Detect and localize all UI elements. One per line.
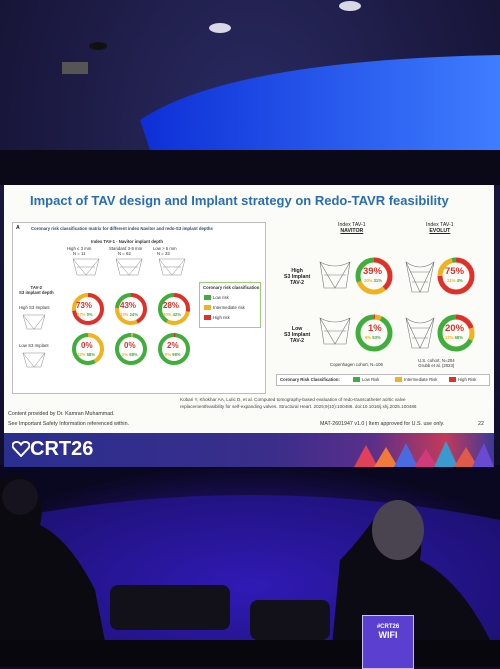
legend-item-high: High risk [204,315,230,321]
brand-logo: CRT26 [30,438,94,460]
matrix-donut-1-2-segment [158,333,190,365]
row-header-low: Low S3 Implant [19,343,49,348]
panel-a-letter: A [16,225,20,231]
matrix-donut-0-1-segment [115,293,147,325]
us-cohort: U.S. cohort, N=204 Grubb et al. (2023) [418,358,455,368]
panel-a: A Coronary risk classification matrix fo… [12,222,266,394]
right-donut-3-segment [437,314,475,352]
row-label-low: Low S3 Implant TAV-2 [284,326,311,344]
projected-slide: Impact of TAV design and Implant strateg… [4,185,494,467]
ceiling-light [339,1,361,11]
safety-note: See Important Safety Information referen… [8,421,130,427]
right-legend-intermediate: Intermediate Risk [395,377,437,383]
right-donut-0-segment [355,257,393,295]
evolut-high-main: 75% [445,266,465,277]
right-risk-donuts [355,257,475,352]
risk-legend: Coronary risk classification Low risk In… [199,282,261,328]
col-header-standard: Standard 3-5 mm N = 62 [109,246,143,256]
ceiling-light [89,42,107,50]
seat-row [110,585,230,630]
right-legend: Coronary Risk Classification: Low Risk I… [276,374,490,386]
evolut-valve-icon [405,317,435,349]
right-legend-high: High Risk [449,377,476,383]
matrix-donut-0-2-segment [158,293,190,325]
matrix-cell-0-2-sub: 30% 42% [163,312,181,317]
valve-frame-icons [22,258,186,368]
evolut-valve-icon [405,261,435,293]
row-group-label: TAV-2 S3 implant depth [19,285,54,295]
matrix-cell-0-1-sub: 33% 24% [120,312,138,317]
matrix-cell-1-1-main: 0% [124,341,136,350]
brand-banner: CRT26 [4,433,494,467]
col-header-high: High ≤ 3 mm N = 11 [67,246,92,256]
evolut-low-sub: 12% 68% [445,335,463,340]
matrix-cell-0-0-sub: 27% 0% [77,312,93,317]
navitor-valve-icon [319,261,351,289]
right-donut-1-segment [437,257,475,295]
evolut-high-sub: 21% 4% [447,278,463,283]
risk-legend-title: Coronary risk classification [203,285,260,290]
legend-item-low: Low risk [204,295,229,301]
matrix-cell-1-0-main: 0% [81,341,93,350]
copenhagen-cohort: Copenhagen cohort, N=106 [330,362,383,367]
seat-row [250,600,330,640]
navitor-high-sub: 30% 31% [364,278,382,283]
navitor-col-title: Index TAV-1 NAVITOR [338,222,366,234]
matrix-donut-0-1-segment [115,293,147,325]
heart-logo-icon [12,441,30,457]
matrix-donut-0-2-segment [158,293,190,325]
right-donut-2-segment [355,314,393,352]
ceiling-vent [62,62,88,74]
row-header-high: High S3 Implant [19,305,50,310]
matrix-cell-1-0-sub: 42% 58% [77,352,95,357]
risk-matrix-donuts [72,293,190,365]
panel-b: Index TAV-1 NAVITOR Index TAV-1 EVOLUT H… [268,222,490,402]
wifi-sign-line2: WIFI [378,630,398,640]
mat-code: MAT-2601947 v1.0 | Item approved for U.S… [320,421,445,427]
row-label-high: High S3 Implant TAV-2 [284,268,311,286]
citation-line-2: replacementfeasibility for self-expandin… [180,404,417,409]
matrix-donut-1-0-segment [72,333,104,365]
ceiling-light [209,23,231,33]
valve-icon [22,314,46,330]
navitor-valve-icon [319,317,351,345]
valve-icon [115,258,143,276]
matrix-cell-1-1-sub: 2% 98% [122,352,138,357]
panel-a-title: Coronary risk classification matrix for … [31,226,213,231]
right-donut-0-segment [355,257,393,295]
valve-icon [158,258,186,276]
citation-line-1: Kobari Y, Khokhar AA, Lulic D, et al. Co… [180,397,406,402]
navitor-low-main: 1% [368,323,382,334]
navitor-high-main: 39% [363,266,383,277]
col-group-label: Index TAV-1 - Navitor implant depth [91,239,163,244]
slide-title: Impact of TAV design and Implant strateg… [30,193,449,208]
right-donut-3-segment [437,314,475,352]
right-legend-low: Low Risk [353,377,379,383]
evolut-col-title: Index TAV-1 EVOLUT [426,222,454,234]
matrix-donut-1-1-segment [115,333,147,365]
evolut-low-main: 20% [445,323,465,334]
navitor-low-sub: 6% 93% [365,335,381,340]
wifi-sign-line1: #CRT26 [376,624,400,630]
matrix-donut-0-0-segment [72,293,104,325]
page-number: 22 [478,421,484,427]
matrix-cell-0-0-main: 73% [76,301,93,310]
wifi-sign: #CRT26 WIFI [362,615,414,669]
triangle-pattern [354,441,494,467]
valve-icon [22,352,46,368]
matrix-cell-1-2-main: 2% [167,341,179,350]
valve-frame-icons-right [319,261,435,349]
col-header-low: Low > 5 mm N = 33 [153,246,177,256]
valve-icon [72,258,100,276]
matrix-cell-1-2-sub: 0% 98% [165,352,181,357]
content-note: Content provided by Dr. Kamran Muhammad. [8,411,115,417]
audience-person-left [0,476,110,667]
matrix-cell-0-1-main: 43% [120,301,137,310]
matrix-cell-0-2-main: 28% [163,301,180,310]
legend-item-intermediate: Intermediate risk [204,305,245,311]
ceiling-light-arc [140,55,500,150]
